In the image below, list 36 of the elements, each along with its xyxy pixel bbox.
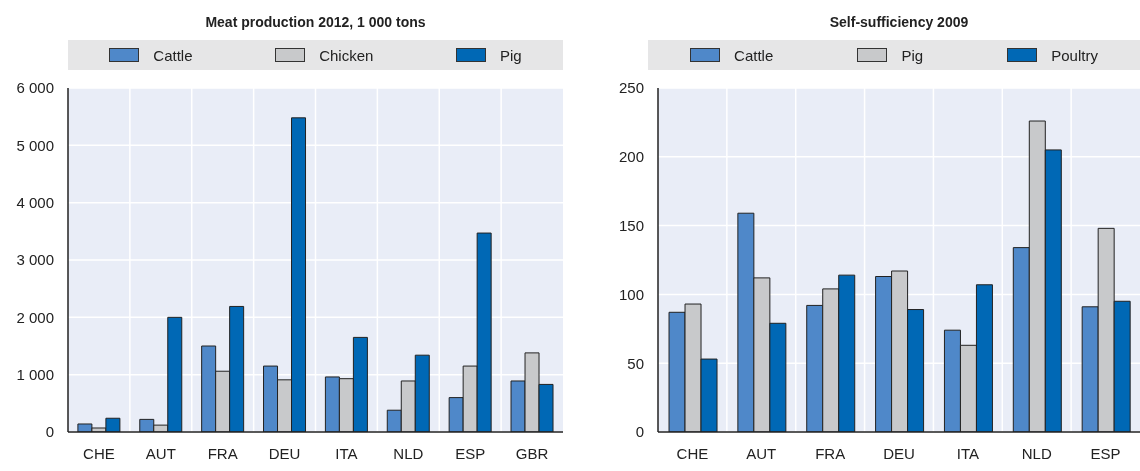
x-tick-label: ITA bbox=[956, 444, 979, 462]
legend-label: Pig bbox=[499, 46, 522, 64]
legend-label: Poultry bbox=[1051, 46, 1098, 64]
chart-title: Meat production 2012, 1 000 tons bbox=[204, 14, 427, 30]
y-tick-label: 6 000 bbox=[16, 79, 54, 97]
legend-label: Chicken bbox=[319, 46, 374, 64]
x-tick-label: NLD bbox=[393, 444, 424, 462]
x-tick-label: DEU bbox=[883, 444, 915, 462]
legend-label: Cattle bbox=[153, 46, 193, 64]
x-tick-label: NLD bbox=[1021, 444, 1052, 462]
y-tick-label: 0 bbox=[45, 423, 54, 441]
legend-label: Pig bbox=[901, 46, 924, 64]
y-tick-label: 50 bbox=[627, 354, 644, 372]
y-tick-label: 5 000 bbox=[16, 136, 54, 154]
y-tick-label: 4 000 bbox=[16, 193, 54, 211]
chart-title: Self-sufficiency 2009 bbox=[828, 14, 970, 30]
x-tick-label: ITA bbox=[335, 444, 358, 462]
x-tick-label: AUT bbox=[145, 444, 176, 462]
y-tick-label: 2 000 bbox=[16, 308, 54, 326]
x-tick-label: AUT bbox=[746, 444, 777, 462]
x-tick-label: CHE bbox=[83, 444, 115, 462]
y-tick-label: 200 bbox=[618, 148, 644, 166]
x-tick-label: CHE bbox=[676, 444, 709, 462]
y-tick-label: 0 bbox=[635, 423, 644, 441]
x-tick-label: ESP bbox=[455, 444, 486, 462]
x-tick-label: GBR bbox=[515, 444, 549, 462]
legend-label: Cattle bbox=[734, 46, 774, 64]
x-tick-label: FRA bbox=[207, 444, 238, 462]
x-tick-label: FRA bbox=[815, 444, 846, 462]
y-tick-label: 100 bbox=[618, 285, 644, 303]
x-tick-label: DEU bbox=[268, 444, 301, 462]
y-tick-label: 150 bbox=[618, 216, 644, 234]
y-tick-label: 3 000 bbox=[16, 251, 54, 269]
x-tick-label: ESP bbox=[1090, 444, 1121, 462]
y-tick-label: 1 000 bbox=[16, 365, 54, 383]
y-tick-label: 250 bbox=[618, 79, 644, 97]
